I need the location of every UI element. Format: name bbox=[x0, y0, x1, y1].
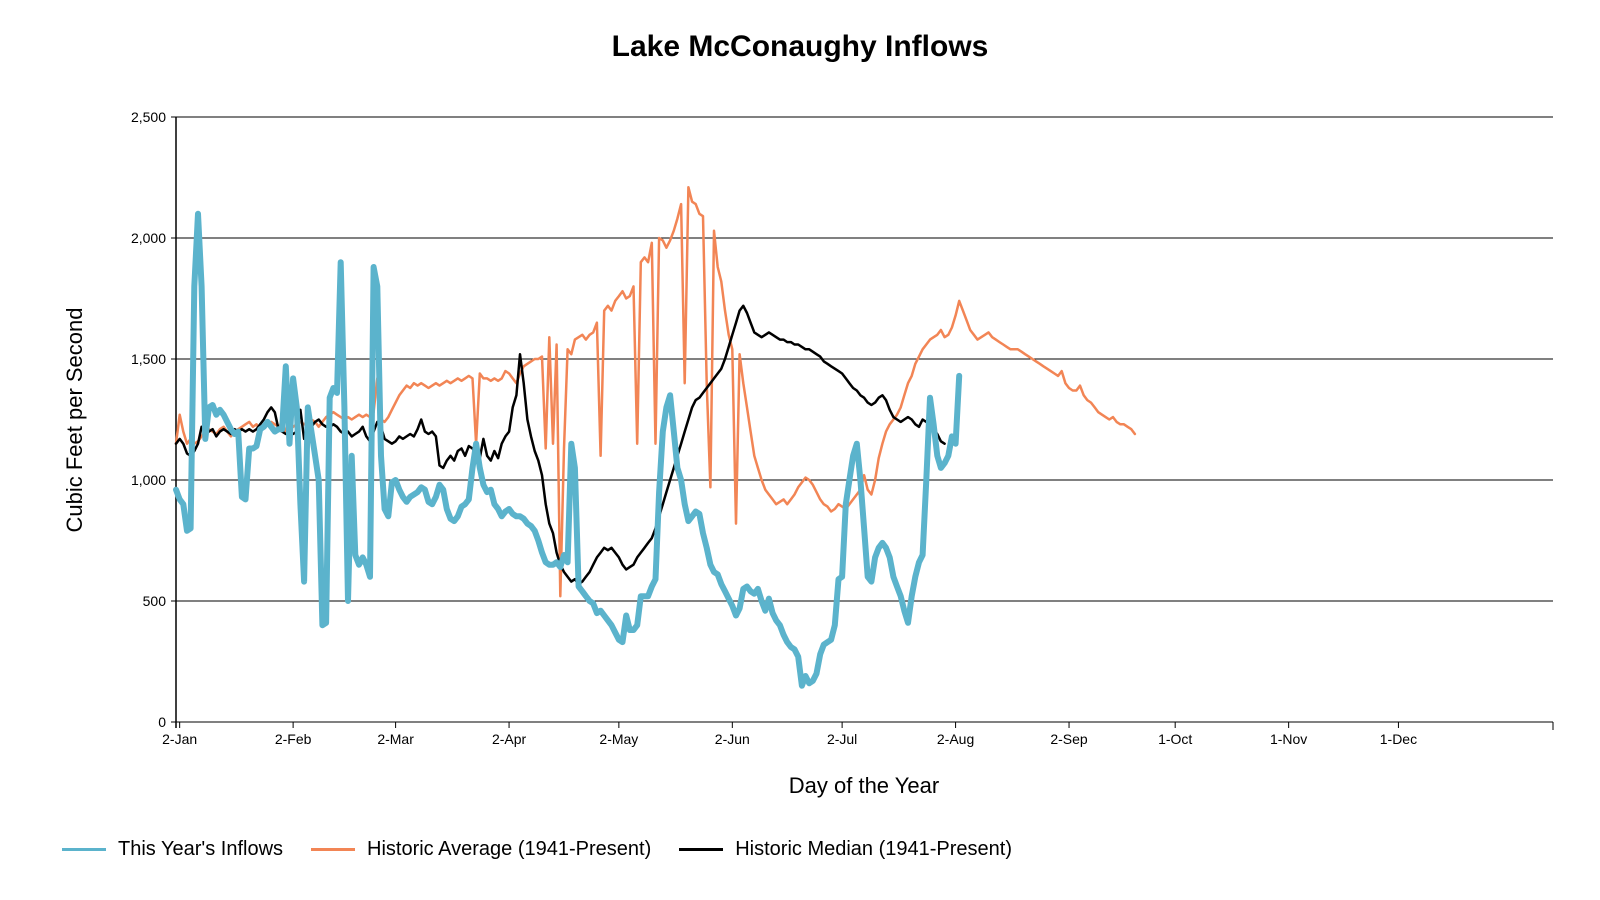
y-axis-title: Cubic Feet per Second bbox=[62, 307, 87, 532]
x-tick-label: 1-Nov bbox=[1270, 731, 1307, 747]
axes: 0 500 1,000 1,500 2,000 2,500 2-Jan 2-Feb 2-Mar 2… bbox=[131, 109, 1554, 747]
legend: This Year's Inflows Historic Average (194… bbox=[62, 838, 1040, 861]
y-tick-label: 2,500 bbox=[131, 109, 166, 125]
x-tick-label: 1-Oct bbox=[1158, 731, 1192, 747]
x-tick-label: 1-Dec bbox=[1380, 731, 1417, 747]
legend-swatch bbox=[62, 848, 106, 851]
series-line-1 bbox=[174, 185, 1137, 598]
legend-item: Historic Average (1941-Present) bbox=[311, 838, 651, 861]
x-tick-label: 2-Jun bbox=[715, 731, 750, 747]
x-tick-label: 2-May bbox=[599, 731, 638, 747]
legend-label: This Year's Inflows bbox=[118, 838, 284, 860]
chart-title: Lake McConaughy Inflows bbox=[611, 30, 989, 63]
series-lines bbox=[173, 185, 1137, 689]
series-line-0 bbox=[173, 210, 963, 689]
x-tick-label: 2-Feb bbox=[275, 731, 312, 747]
x-tick-label: 2-Jul bbox=[827, 731, 857, 747]
x-tick-label: 2-Jan bbox=[162, 731, 197, 747]
x-tick-label: 2-Mar bbox=[377, 731, 414, 747]
legend-label: Historic Median (1941-Present) bbox=[735, 838, 1013, 860]
x-tick-label: 2-Apr bbox=[492, 731, 527, 747]
y-tick-label: 0 bbox=[158, 714, 166, 730]
legend-swatch bbox=[311, 848, 356, 851]
legend-item: This Year's Inflows bbox=[62, 838, 283, 861]
y-tick-label: 2,000 bbox=[131, 230, 166, 246]
x-tick-label: 2-Aug bbox=[937, 731, 974, 747]
y-tick-label: 1,500 bbox=[131, 351, 166, 367]
legend-swatch bbox=[679, 848, 724, 851]
x-tick-label: 2-Sep bbox=[1050, 731, 1088, 747]
legend-item: Historic Median (1941-Present) bbox=[679, 838, 1012, 861]
y-tick-label: 500 bbox=[143, 593, 167, 609]
x-axis-title: Day of the Year bbox=[789, 773, 939, 798]
y-tick-label: 1,000 bbox=[131, 472, 166, 488]
legend-label: Historic Average (1941-Present) bbox=[367, 838, 652, 860]
